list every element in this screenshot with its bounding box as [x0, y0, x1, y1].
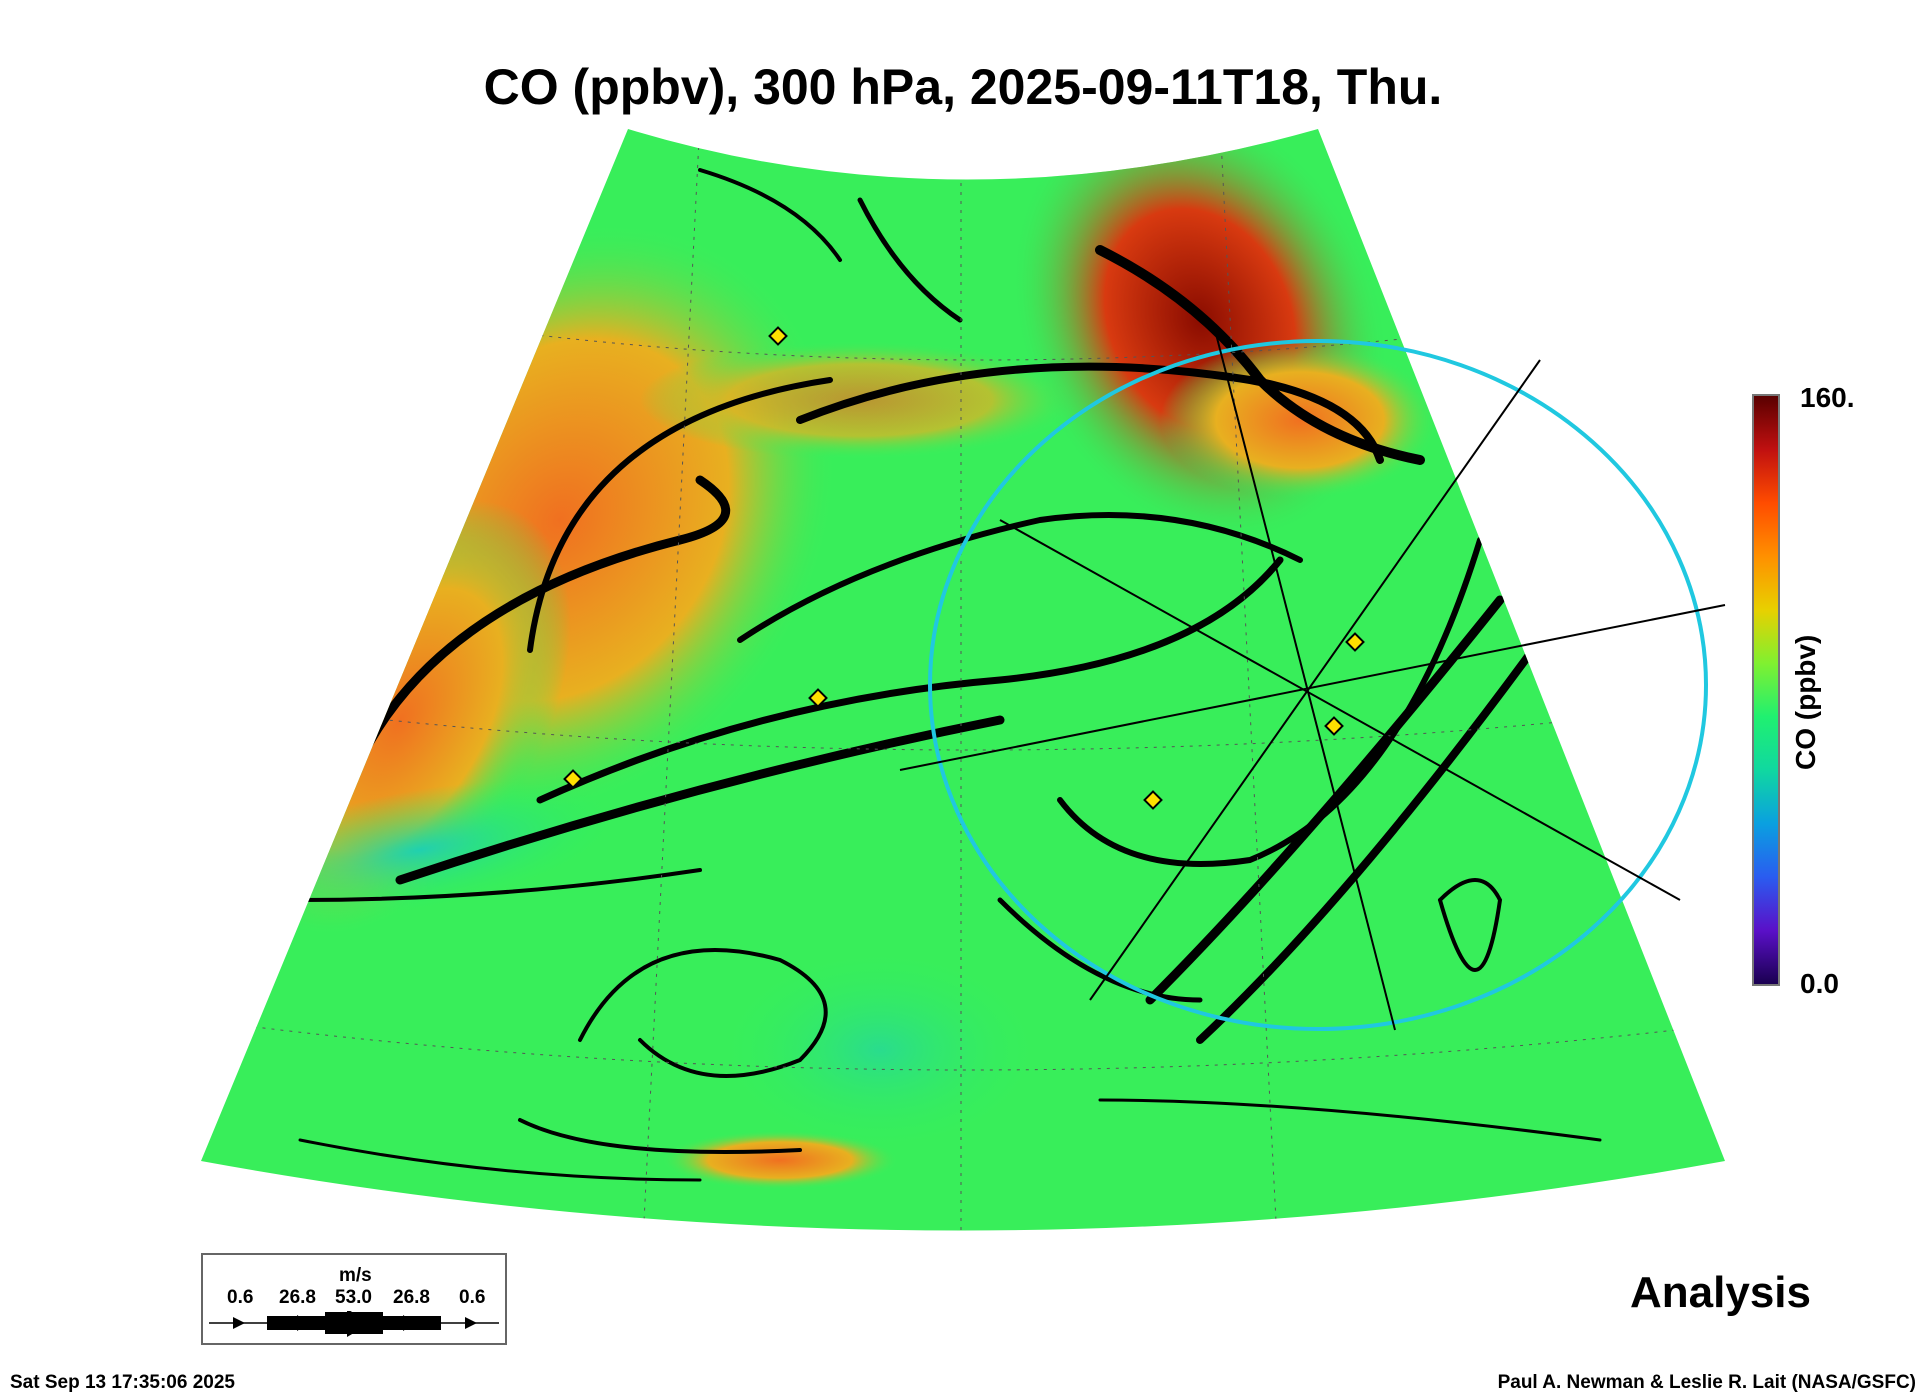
footer-credit: Paul A. Newman & Leslie R. Lait (NASA/GS…	[1497, 1372, 1916, 1393]
wind-value: 0.6	[227, 1287, 254, 1308]
wind-value: 53.0	[335, 1287, 372, 1308]
wind-value: 26.8	[279, 1287, 316, 1308]
colorbar	[1752, 394, 1780, 986]
analysis-label: Analysis	[1630, 1268, 1811, 1317]
chart-title: CO (ppbv), 300 hPa, 2025-09-11T18, Thu.	[483, 59, 1443, 115]
wind-value: 0.6	[459, 1287, 486, 1308]
site-markers	[563, 326, 1365, 810]
footer-timestamp: Sat Sep 13 17:35:06 2025	[10, 1372, 235, 1393]
highlight-circle	[928, 339, 1708, 1031]
graticule	[201, 129, 1725, 1231]
colorbar-title: CO (ppbv)	[1790, 634, 1821, 770]
streamlines	[298, 168, 1602, 1182]
wind-unit: m/s	[339, 1265, 372, 1286]
wind-legend: m/s 0.6 26.8 53.0 26.8 0.6	[201, 1253, 507, 1345]
wind-value: 26.8	[393, 1287, 430, 1308]
wind-scale-arrow	[209, 1311, 499, 1337]
cross-section-lines	[899, 329, 1726, 1031]
colorbar-max-label: 160.	[1800, 382, 1855, 413]
colorbar-min-label: 0.0	[1800, 968, 1839, 999]
